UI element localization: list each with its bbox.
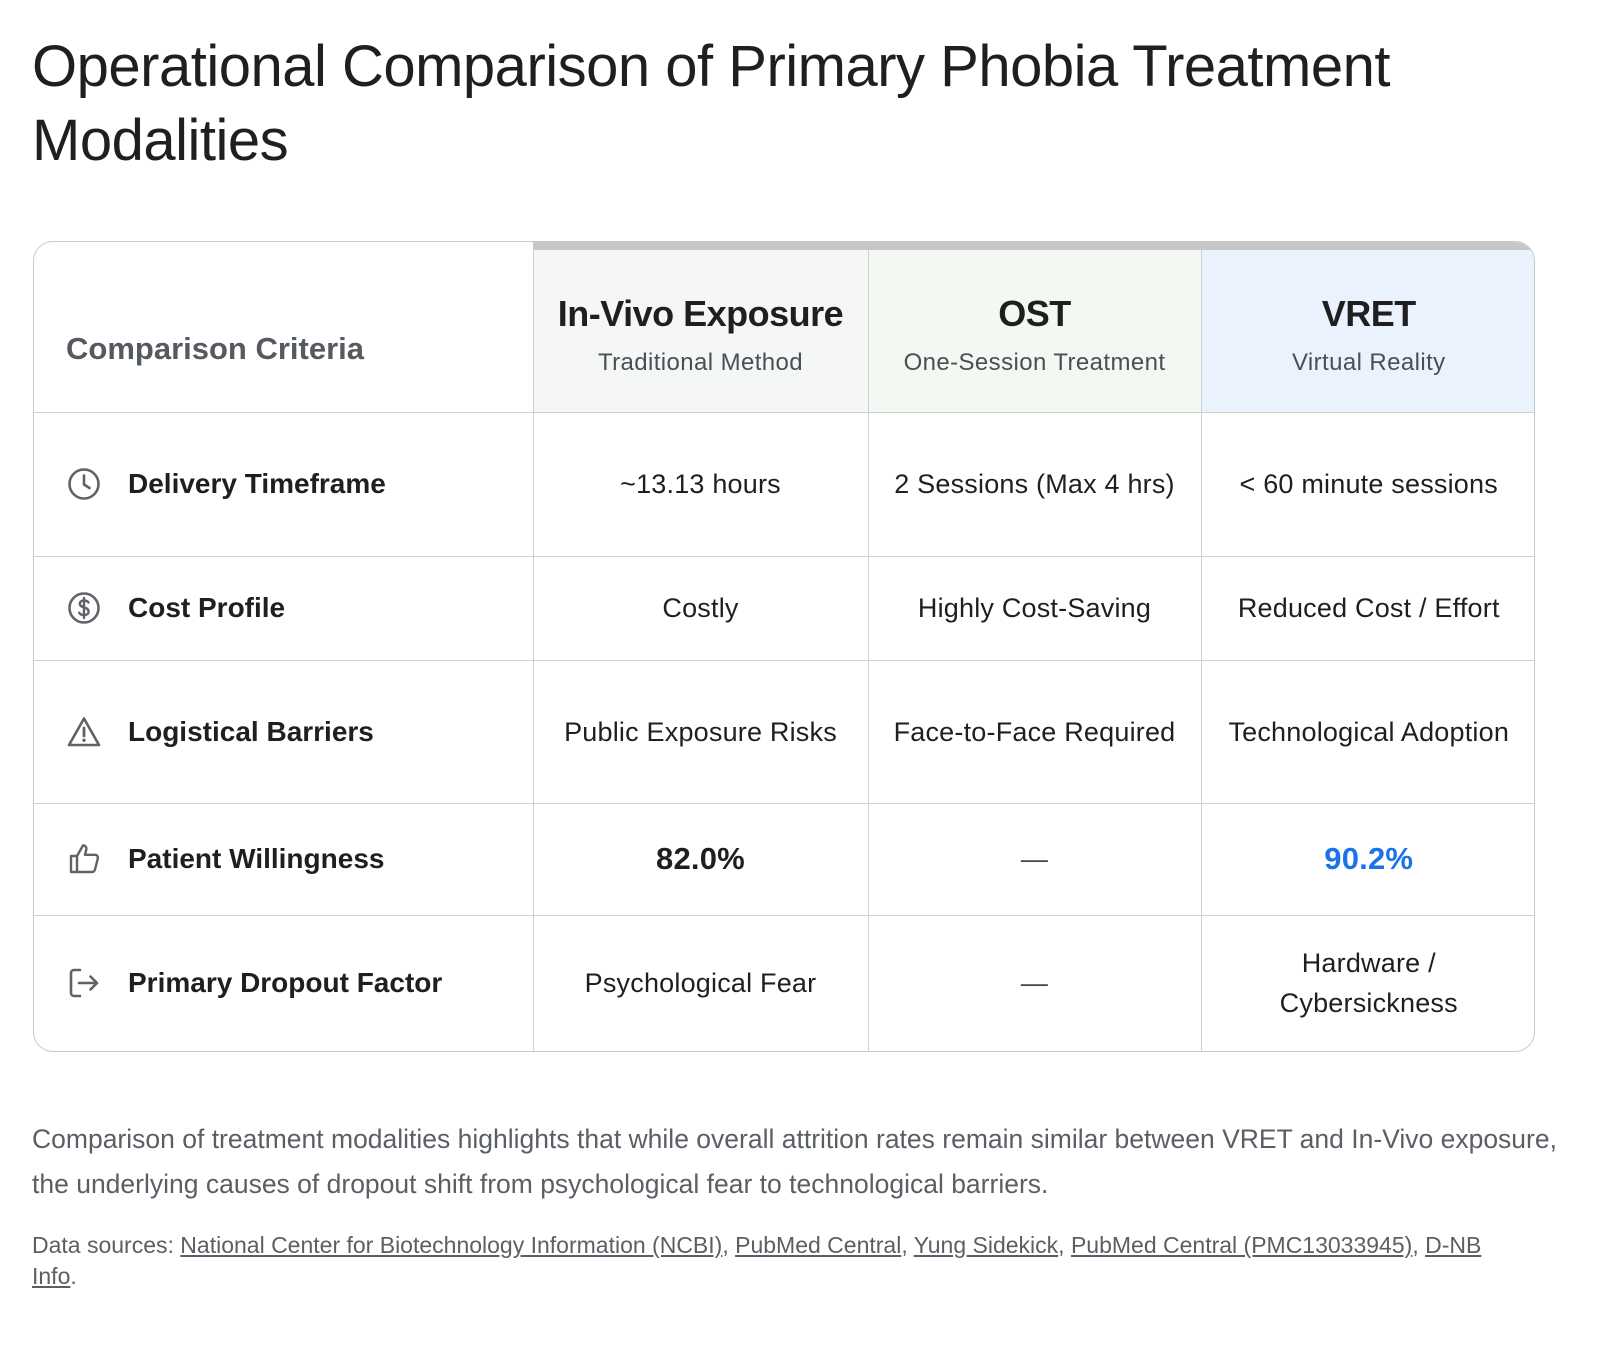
modality-name: In-Vivo Exposure xyxy=(557,292,844,334)
table-row-delivery-timeframe: Delivery Timeframe ~13.13 hours 2 Sessio… xyxy=(34,412,1534,557)
criterion-cell: Logistical Barriers xyxy=(34,660,534,804)
criterion-label: Cost Profile xyxy=(128,592,286,623)
modality-subtitle: Virtual Reality xyxy=(1291,348,1446,376)
source-link-pubmed-central[interactable]: PubMed Central xyxy=(735,1232,902,1258)
value-cell: Public Exposure Risks xyxy=(533,660,869,804)
value-cell: 82.0% xyxy=(533,803,869,916)
source-link-yung-sidekick[interactable]: Yung Sidekick xyxy=(913,1232,1059,1258)
criterion-label: Patient Willingness xyxy=(128,843,385,874)
value-cell: Technological Adoption xyxy=(1201,660,1534,804)
sources-prefix: Data sources: xyxy=(32,1232,181,1258)
logout-icon xyxy=(66,965,102,1001)
modality-name: OST xyxy=(998,292,1071,334)
source-link-d-nb-info[interactable]: D-NB Info xyxy=(32,1232,1482,1289)
comparison-table-card: Comparison Criteria In-Vivo Exposure Tra… xyxy=(33,241,1535,1052)
modality-subtitle: Traditional Method xyxy=(597,348,804,376)
table-header-row: Comparison Criteria In-Vivo Exposure Tra… xyxy=(34,242,1534,413)
table-row-primary-dropout-factor: Primary Dropout Factor Psychological Fea… xyxy=(34,915,1534,1051)
clock-icon xyxy=(66,466,102,502)
value-cell: Hardware / Cybersickness xyxy=(1279,948,1458,1019)
value-cell: Costly xyxy=(533,556,869,661)
data-sources: Data sources: National Center for Biotec… xyxy=(32,1232,1482,1289)
criterion-cell: Patient Willingness xyxy=(34,803,534,916)
page-title: Operational Comparison of Primary Phobia… xyxy=(32,34,1390,173)
value-cell: — xyxy=(868,803,1202,916)
table-row-cost-profile: Cost Profile Costly Highly Cost-Saving R… xyxy=(34,556,1534,661)
thumbs-up-icon xyxy=(66,841,102,877)
value-cell: 2 Sessions (Max 4 hrs) xyxy=(868,412,1202,557)
value-cell-highlight: 90.2% xyxy=(1201,803,1534,916)
criterion-cell: Delivery Timeframe xyxy=(34,412,534,557)
modality-header-ost: OST One-Session Treatment xyxy=(868,242,1202,413)
table-row-logistical-barriers: Logistical Barriers Public Exposure Risk… xyxy=(34,660,1534,804)
value-cell: < 60 minute sessions xyxy=(1201,412,1534,557)
criterion-label: Delivery Timeframe xyxy=(128,468,386,499)
modality-name: VRET xyxy=(1321,292,1417,334)
table-row-patient-willingness: Patient Willingness 82.0% — 90.2% xyxy=(34,803,1534,916)
comparison-table: Comparison Criteria In-Vivo Exposure Tra… xyxy=(34,242,1534,1051)
page: Operational Comparison of Primary Phobia… xyxy=(0,0,1600,1289)
modality-subtitle: One-Session Treatment xyxy=(903,348,1166,376)
criterion-label: Logistical Barriers xyxy=(128,715,374,747)
criteria-column-header: Comparison Criteria xyxy=(34,246,534,413)
modality-header-in-vivo: In-Vivo Exposure Traditional Method xyxy=(533,242,869,413)
value-cell: ~13.13 hours xyxy=(533,412,869,557)
criterion-cell: Primary Dropout Factor xyxy=(34,915,534,1051)
value-cell: Reduced Cost / Effort xyxy=(1201,556,1534,661)
value-cell: — xyxy=(868,915,1202,1051)
summary-text: Comparison of treatment modalities highl… xyxy=(32,1124,1557,1199)
criterion-cell: Cost Profile xyxy=(34,556,534,661)
value-cell: Psychological Fear xyxy=(533,915,869,1051)
criterion-label: Primary Dropout Factor xyxy=(128,967,443,999)
source-link-pmc13033945[interactable]: PubMed Central (PMC13033945) xyxy=(1070,1232,1413,1258)
sources-suffix: . xyxy=(70,1263,77,1289)
modality-header-vret: VRET Virtual Reality xyxy=(1201,242,1534,413)
value-cell: Highly Cost-Saving xyxy=(868,556,1202,661)
value-cell: Face-to-Face Required xyxy=(868,660,1202,804)
warning-icon xyxy=(66,714,102,750)
dollar-circle-icon xyxy=(66,590,102,626)
source-link-ncbi[interactable]: National Center for Biotechnology Inform… xyxy=(180,1232,723,1258)
